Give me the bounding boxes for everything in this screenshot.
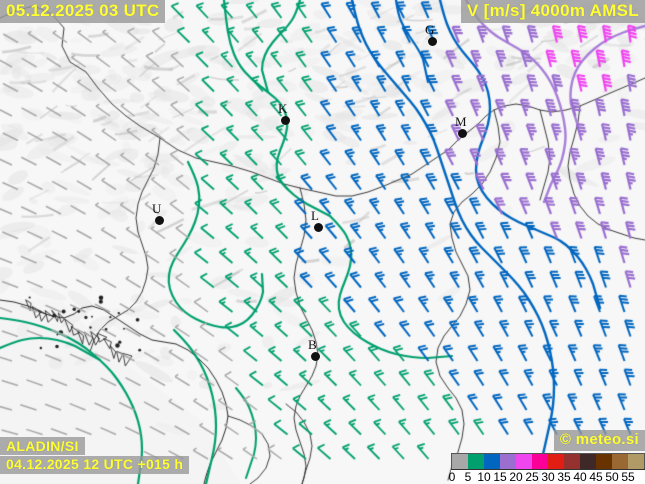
city-dot-icon [314,223,323,232]
colorbar-tick: 35 [557,470,571,484]
colorbar-swatch [532,454,548,469]
field-title-label: V [m/s] 4000m AMSL [461,0,645,23]
colorbar-tick: 40 [573,470,587,484]
colorbar-tick: 50 [605,470,619,484]
model-run-label: 04.12.2025 12 UTC +015 h [0,456,190,474]
city-dot-icon [428,37,437,46]
colorbar-tick: 55 [621,470,635,484]
colorbar-swatch [468,454,484,469]
model-name-label: ALADIN/SI [0,437,85,455]
colorbar-swatch [452,454,468,469]
colorbar-swatch [628,454,644,469]
colorbar-tick: 25 [525,470,539,484]
colorbar-tick: 10 [477,470,491,484]
valid-datetime-label: 05.12.2025 03 UTC [0,0,166,23]
colorbar-swatch [516,454,532,469]
colorbar-tick: 0 [448,470,456,484]
city-label: B [308,337,317,352]
colorbar-tick: 30 [541,470,555,484]
colorbar-swatch [500,454,516,469]
colorbar-swatch [612,454,628,469]
colorbar-swatch [596,454,612,469]
colorbar-tick: 20 [509,470,523,484]
city-label: L [311,208,319,223]
colorbar-tick: 15 [493,470,507,484]
colorbar-tick: 5 [464,470,472,484]
city-dot-icon [155,216,164,225]
colorbar-tick-labels: 0 5 10 15 20 25 30 35 40 45 50 55 [448,469,645,484]
colorbar-swatch [548,454,564,469]
city-dot-icon [281,116,290,125]
wind-speed-colorbar: 0 5 10 15 20 25 30 35 40 45 50 55 [448,453,645,484]
city-label: G [425,22,435,37]
colorbar-tick: 45 [589,470,603,484]
city-dot-icon [311,352,320,361]
colorbar-swatches [451,453,645,469]
city-label: U [152,201,162,216]
city-label: K [278,101,288,116]
city-dot-icon [458,129,467,138]
copyright-label: © meteo.si [553,430,645,451]
colorbar-swatch [484,454,500,469]
colorbar-swatch [564,454,580,469]
city-label: M [455,114,467,129]
colorbar-swatch [580,454,596,469]
